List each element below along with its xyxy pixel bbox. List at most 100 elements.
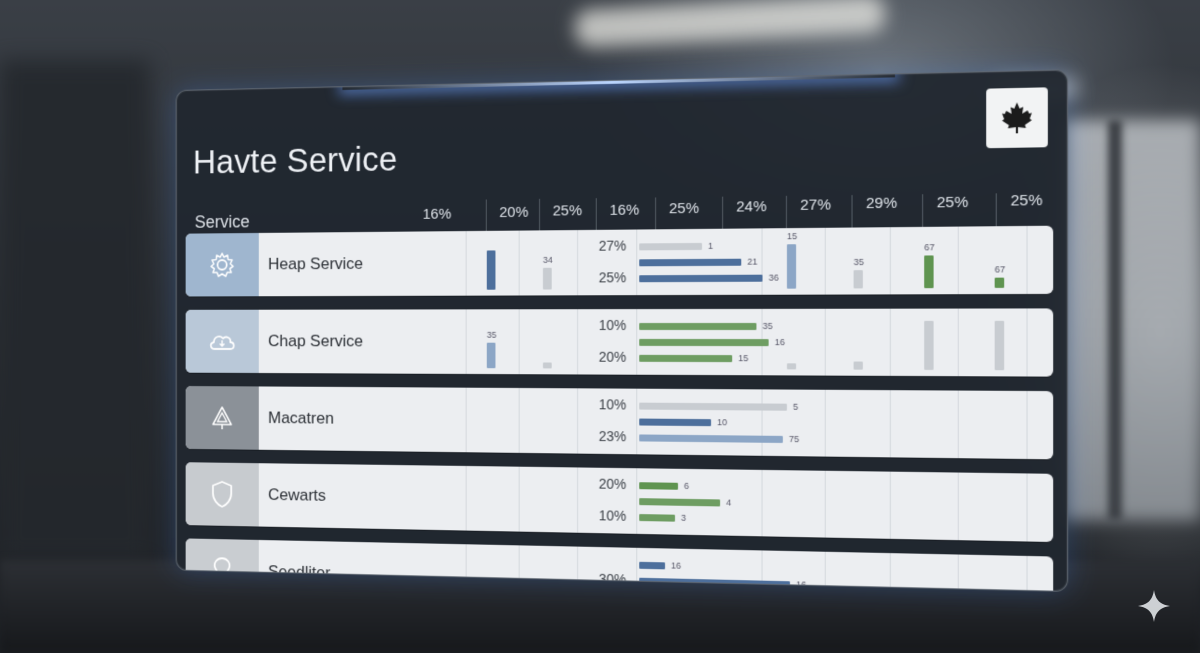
header-percent: 24% <box>726 198 777 216</box>
column-divider <box>762 228 763 294</box>
panel-glow-top <box>342 74 895 90</box>
bar-value-label: 35 <box>763 321 773 331</box>
column-divider <box>762 550 763 592</box>
row-percent: 23% <box>587 428 626 444</box>
column-divider <box>519 388 520 453</box>
header-divider <box>596 198 597 230</box>
bar-value-label: 15 <box>777 231 808 241</box>
bar-value-label: 16 <box>796 579 806 589</box>
bar-value-label: 1 <box>708 241 713 251</box>
service-panel: Havte Service Service 16% 20% 25% 16% 25% 24%… <box>176 69 1069 592</box>
column-divider <box>890 309 891 376</box>
bar-value-label: 15 <box>738 353 748 363</box>
column-divider <box>577 388 578 453</box>
column-divider <box>825 552 826 592</box>
column-divider <box>519 545 520 592</box>
bar-value-label: 36 <box>769 273 779 283</box>
column-divider <box>1027 226 1028 294</box>
bar-value-label: 75 <box>789 434 799 444</box>
column-divider <box>890 227 891 294</box>
bar-value-label: 67 <box>984 264 1016 274</box>
column-divider <box>636 389 637 455</box>
header-percent: 25% <box>926 193 979 211</box>
header-divider <box>539 199 540 231</box>
column-divider <box>825 390 826 457</box>
bar-value-label: 5 <box>793 402 798 412</box>
bar-value-label: 21 <box>747 257 757 267</box>
horizontal-bar <box>639 562 665 570</box>
horizontal-bar <box>639 434 783 443</box>
column-divider <box>958 555 959 592</box>
header-percent: 20% <box>490 204 538 221</box>
table-row[interactable]: Chap Service 10% 20% 35 16 15 35 <box>186 308 1054 376</box>
vertical-bar <box>995 278 1005 288</box>
cloud-icon <box>186 310 259 373</box>
maple-leaf-icon[interactable] <box>986 87 1048 148</box>
horizontal-bar <box>639 339 768 346</box>
column-divider <box>958 391 959 459</box>
header-divider <box>922 194 923 227</box>
vertical-bar <box>543 268 552 290</box>
column-divider <box>636 468 637 534</box>
bar-value-label: 16 <box>671 561 681 571</box>
service-name: Macatren <box>268 387 334 451</box>
row-percent: 10% <box>587 317 626 333</box>
column-divider <box>519 231 520 296</box>
header-percent: 16% <box>413 206 461 223</box>
table-row[interactable]: Heap Service 27% 25% 1 21 36 34 15 35 67 67 <box>186 226 1054 297</box>
table-row[interactable]: Macatren 10% 23% 5 10 75 <box>186 386 1054 459</box>
service-name: Cewarts <box>268 463 326 528</box>
horizontal-bar <box>639 482 678 490</box>
column-divider <box>466 309 467 374</box>
column-divider <box>577 230 578 295</box>
service-name: Heap Service <box>268 232 363 296</box>
horizontal-bar <box>639 275 762 283</box>
column-divider <box>890 472 891 539</box>
vertical-bar <box>543 362 552 368</box>
table-row[interactable]: Seedliter 30% 16 16 <box>186 538 1054 592</box>
bar-value-label: 16 <box>775 337 785 347</box>
header-percent: 29% <box>856 195 908 213</box>
shield-icon <box>186 462 259 526</box>
bar-value-label: 10 <box>717 417 727 427</box>
bar-value-label: 67 <box>914 242 945 252</box>
table-row[interactable]: Cewarts 20% 10% 6 4 3 <box>186 462 1054 542</box>
horizontal-bar <box>639 498 720 506</box>
column-divider <box>636 548 637 592</box>
column-divider <box>825 471 826 538</box>
column-divider <box>958 227 959 295</box>
horizontal-bar <box>639 243 702 250</box>
header-percent: 27% <box>790 196 841 214</box>
header-divider <box>996 193 997 226</box>
column-divider <box>1027 473 1028 541</box>
bar-value-label: 35 <box>477 330 506 340</box>
column-divider <box>1027 556 1028 592</box>
service-table: Heap Service 27% 25% 1 21 36 34 15 35 67 67 Chap Se… <box>186 226 1054 592</box>
header-divider <box>655 197 656 229</box>
horizontal-bar <box>639 514 675 522</box>
bar-value-label: 6 <box>684 481 689 491</box>
column-divider <box>466 466 467 531</box>
column-divider <box>958 309 959 377</box>
bar-value-label: 34 <box>533 255 562 265</box>
column-divider <box>958 473 959 541</box>
vertical-bar <box>487 343 496 369</box>
column-divider <box>890 390 891 457</box>
sparkle-icon <box>1136 588 1172 624</box>
header-divider <box>486 200 487 231</box>
column-divider <box>466 544 467 592</box>
vertical-bar <box>787 244 796 288</box>
column-divider <box>466 231 467 296</box>
vertical-bar <box>924 255 933 288</box>
horizontal-bar <box>639 323 756 330</box>
column-divider <box>825 309 826 376</box>
row-percent: 20% <box>587 476 626 492</box>
horizontal-bar <box>639 355 732 362</box>
header-percent: 25% <box>1000 191 1053 209</box>
vertical-bar <box>854 362 863 370</box>
column-divider <box>762 389 763 455</box>
row-percent: 20% <box>587 349 626 365</box>
header-divider <box>722 197 723 229</box>
column-divider <box>577 547 578 592</box>
